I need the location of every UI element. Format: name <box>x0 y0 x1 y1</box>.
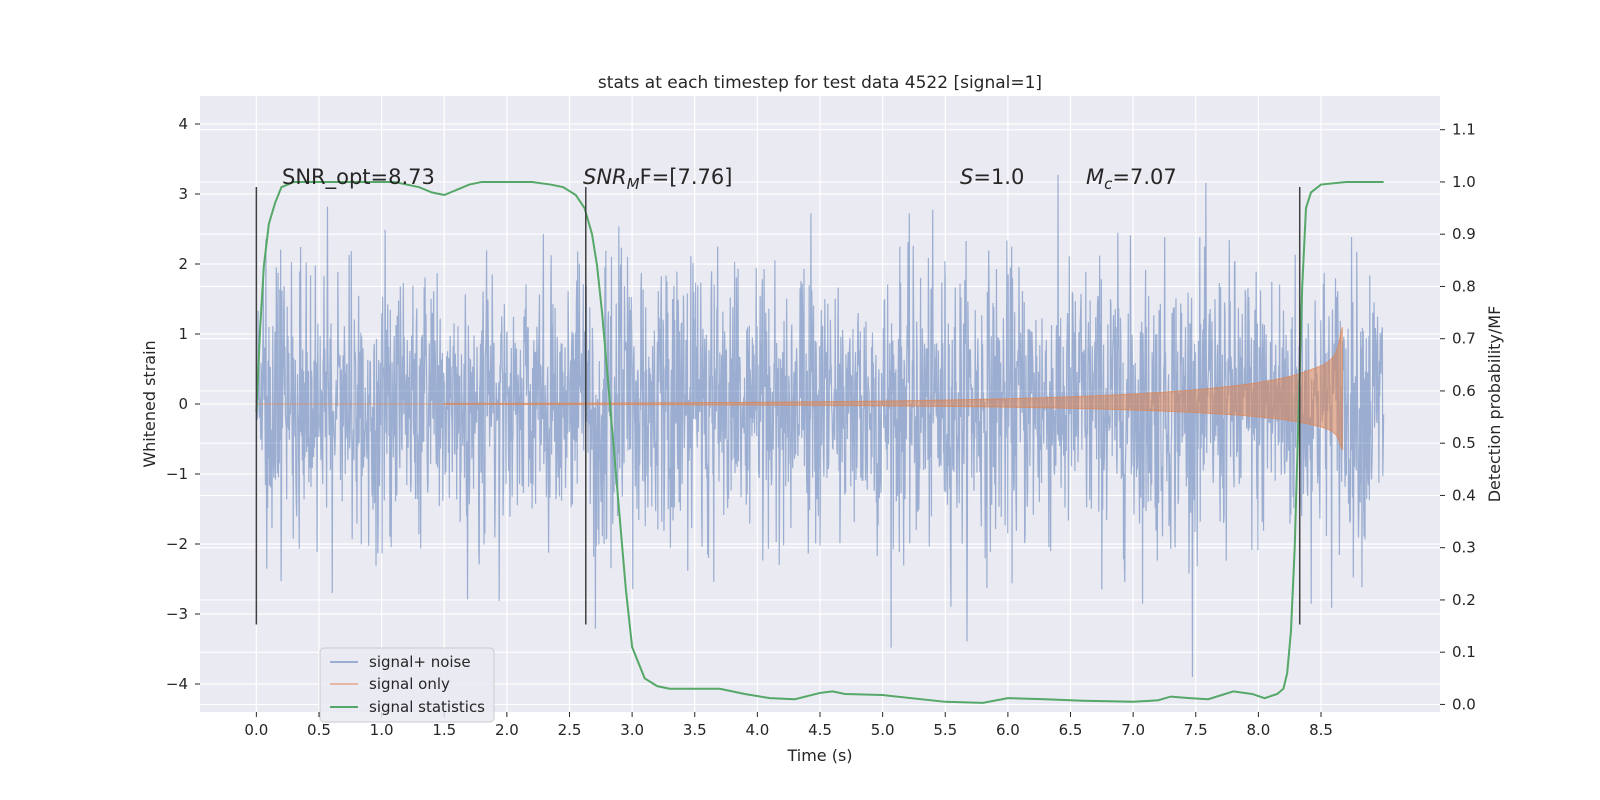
annotation-s-rest: =1.0 <box>973 165 1024 189</box>
x-tick-label: 8.5 <box>1309 721 1333 739</box>
annotation-snr-mf-main: SNR <box>583 165 627 189</box>
y-tick-label: 1 <box>178 325 188 343</box>
x-tick-label: 0.0 <box>244 721 268 739</box>
x-tick-label: 7.5 <box>1184 721 1208 739</box>
annotation-snr-mf: SNRMF=[7.76] <box>583 165 732 193</box>
y-axis-label: Whitened strain <box>140 340 159 467</box>
annotation-snr-mf-rest: F=[7.76] <box>640 165 733 189</box>
ticks: 0.0 0.5 1.0 1.5 2.0 2.5 3.0 3.5 4.0 4.5 5.0 5.5 6.0 6… <box>166 115 1476 739</box>
series-signal-plus-noise <box>255 174 1385 678</box>
y-tick-label: 0 <box>178 395 188 413</box>
annotation-snr-opt: SNR_opt=8.73 <box>282 165 435 190</box>
x-tick-label: 2.5 <box>558 721 582 739</box>
y2-tick-label: 1.0 <box>1452 173 1476 191</box>
y-tick-label: −4 <box>166 675 188 693</box>
annotation-mc-main: M <box>1086 165 1104 189</box>
x-tick-label: 6.5 <box>1059 721 1083 739</box>
legend-box <box>319 647 495 723</box>
x-tick-label: 0.5 <box>307 721 331 739</box>
x-tick-label: 6.0 <box>996 721 1020 739</box>
x-tick-label: 3.5 <box>683 721 707 739</box>
x-tick-label: 8.0 <box>1246 721 1270 739</box>
y2-tick-label: 0.7 <box>1452 330 1476 348</box>
series-signal-only <box>255 326 1343 451</box>
y2-tick-label: 0.1 <box>1452 643 1476 661</box>
y-tick-label: 2 <box>178 255 188 273</box>
annotation-mc-sub: c <box>1104 175 1113 193</box>
y-tick-label: 4 <box>178 115 188 133</box>
annotation-s-main: S <box>960 165 973 189</box>
y2-tick-label: 0.9 <box>1452 225 1476 243</box>
legend-label-signal: signal only <box>369 675 450 693</box>
y-tick-label: −2 <box>166 535 188 553</box>
series <box>255 174 1385 704</box>
x-tick-label: 5.5 <box>933 721 957 739</box>
annotation-mc-rest: =7.07 <box>1112 165 1176 189</box>
x-tick-label: 7.0 <box>1121 721 1145 739</box>
legend: signal+ noise signal only signal statist… <box>319 647 495 723</box>
y2-tick-label: 0.4 <box>1452 486 1476 504</box>
x-axis-label: Time (s) <box>786 746 852 765</box>
x-tick-label: 1.0 <box>370 721 394 739</box>
x-tick-label: 2.0 <box>495 721 519 739</box>
legend-label-statistics: signal statistics <box>369 698 485 716</box>
x-tick-label: 5.0 <box>871 721 895 739</box>
annotation-snr-mf-sub: M <box>627 175 640 193</box>
x-tick-label: 1.5 <box>432 721 456 739</box>
x-tick-label: 3.0 <box>620 721 644 739</box>
annotation-s: S=1.0 <box>960 165 1024 189</box>
y-tick-label: −1 <box>166 465 188 483</box>
chart-title: stats at each timestep for test data 452… <box>598 73 1042 93</box>
y-tick-label: 3 <box>178 185 188 203</box>
vertical-markers <box>255 187 1301 625</box>
series-signal-statistics <box>255 180 1384 704</box>
legend-label-noise: signal+ noise <box>369 653 471 671</box>
y2-axis-label: Detection probability/MF <box>1485 306 1504 503</box>
y2-tick-label: 0.5 <box>1452 434 1476 452</box>
x-tick-label: 4.5 <box>808 721 832 739</box>
y2-tick-label: 0.6 <box>1452 382 1476 400</box>
y2-tick-label: 1.1 <box>1452 121 1476 139</box>
y2-tick-label: 0.3 <box>1452 539 1476 557</box>
x-tick-label: 4.0 <box>745 721 769 739</box>
y2-tick-label: 0.2 <box>1452 591 1476 609</box>
y2-tick-label: 0.0 <box>1452 695 1476 713</box>
y-tick-label: −3 <box>166 605 188 623</box>
annotation-mc: Mc=7.07 <box>1086 165 1177 193</box>
y2-tick-label: 0.8 <box>1452 277 1476 295</box>
